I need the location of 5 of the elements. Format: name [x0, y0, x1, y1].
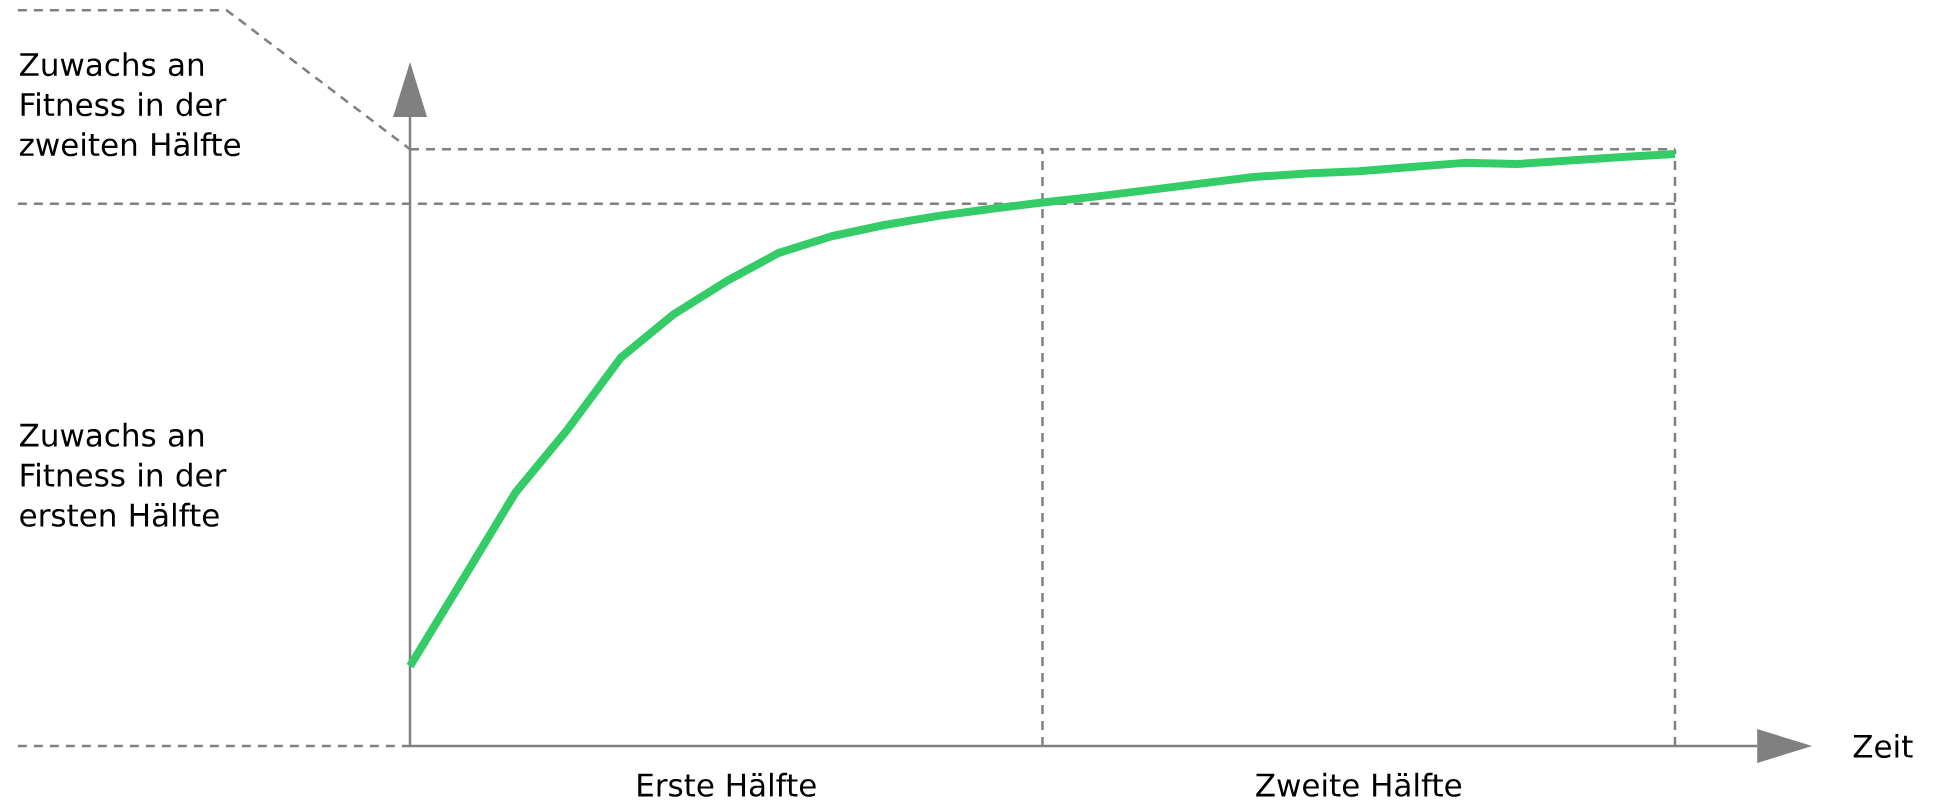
- text: Zuwachs an Fitness in der ersten Hälfte: [20, 422, 227, 527]
- text: Zuwachs an Fitness in der zweiten Hälfte: [19, 52, 240, 157]
- text: Zweite Hälfte: [1256, 772, 1462, 797]
- text: Erste Hälfte: [638, 772, 816, 797]
- x-axis-title: Zeit: [1853, 733, 1913, 758]
